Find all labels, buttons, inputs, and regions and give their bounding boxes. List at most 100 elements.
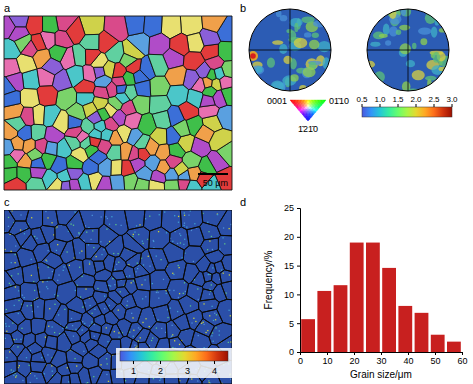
grain-boundary	[66, 210, 85, 239]
kam-speckle	[211, 284, 212, 285]
kam-speckle	[64, 309, 65, 310]
kam-speckle	[51, 222, 52, 223]
kam-speckle	[103, 249, 104, 250]
tick-mark	[408, 352, 409, 355]
tick-mark	[354, 352, 355, 355]
ipf-key-cell	[319, 105, 322, 107]
kam-speckle	[140, 337, 141, 338]
ipf-key-cell	[304, 102, 307, 104]
grain	[67, 168, 83, 179]
kam-speckle	[118, 310, 119, 311]
tick-mark	[327, 352, 328, 355]
kam-speckle	[182, 257, 183, 258]
kam-speckle	[105, 216, 106, 217]
kam-speckle	[179, 233, 180, 234]
grain-boundary	[26, 371, 46, 384]
kam-speckle	[212, 249, 213, 250]
kam-speckle	[160, 378, 161, 379]
grain-boundary	[44, 299, 62, 321]
grain-boundary	[35, 332, 47, 348]
grain-boundary	[209, 322, 232, 344]
kam-speckle	[17, 346, 18, 347]
kam-speckle	[108, 381, 109, 382]
grain-boundary	[167, 279, 189, 300]
color-bar-tick-label: 0.5	[356, 95, 368, 104]
grain-boundary	[205, 250, 225, 264]
kam-speckle	[76, 285, 77, 286]
grain-boundary	[76, 287, 94, 300]
ipf-key-cell	[305, 100, 308, 102]
kam-speckle	[208, 380, 209, 381]
kam-speckle	[185, 291, 186, 292]
kam-speckle	[132, 317, 133, 318]
kam-speckle	[157, 292, 158, 293]
tick-mark	[297, 237, 300, 238]
intensity-blob	[272, 40, 283, 44]
grain-boundary	[126, 227, 149, 250]
grain	[166, 126, 180, 145]
grain-boundary	[134, 328, 150, 343]
color-bar-tick	[187, 361, 188, 364]
grain	[83, 102, 98, 118]
grain-boundary	[37, 280, 58, 300]
grain-boundary	[27, 342, 43, 355]
grain	[35, 138, 47, 154]
ipf-key-cell	[311, 100, 314, 102]
kam-speckle	[131, 313, 132, 314]
kam-speckle	[158, 297, 159, 298]
ipf-key-cell	[314, 111, 317, 113]
ipf-key-cell	[302, 100, 305, 102]
kam-speckle	[184, 222, 185, 223]
kam-speckle	[8, 326, 9, 327]
kam-speckle	[209, 315, 210, 316]
ipf-key-cell	[295, 102, 298, 104]
ipf-key-cell	[293, 100, 296, 102]
kam-speckle	[229, 274, 230, 275]
kam-speckle	[31, 305, 32, 306]
kam-speckle	[183, 293, 184, 294]
kam-speckle	[142, 241, 143, 242]
ipf-key-cell	[295, 105, 298, 107]
kam-speckle	[82, 321, 83, 322]
kam-speckle	[85, 288, 86, 289]
grain-boundary	[76, 324, 89, 336]
kam-speckle	[179, 344, 180, 345]
intensity-blob	[304, 32, 311, 37]
color-bar-tick-label: 4	[212, 366, 217, 376]
kam-speckle	[215, 319, 216, 320]
grain	[116, 85, 126, 94]
bar	[301, 319, 315, 352]
kam-speckle	[165, 332, 166, 333]
tick-mark	[297, 294, 300, 295]
kam-speckle	[6, 331, 7, 332]
color-bar-tick	[133, 361, 134, 364]
kam-speckle	[11, 369, 12, 370]
ipf-key-cell	[319, 102, 322, 104]
kam-speckle	[82, 307, 83, 308]
kam-speckle	[79, 233, 80, 234]
kam-speckle	[26, 357, 27, 358]
kam-speckle	[228, 310, 229, 311]
kam-speckle	[209, 294, 210, 295]
grain	[85, 49, 101, 65]
grain	[165, 168, 178, 180]
kam-speckle	[48, 277, 49, 278]
grain	[164, 180, 179, 190]
kam-speckle	[30, 350, 31, 351]
kam-speckle	[205, 332, 206, 333]
kam-speckle	[125, 380, 126, 381]
kam-speckle	[74, 358, 75, 359]
kam-speckle	[16, 339, 17, 340]
kam-speckle	[94, 336, 95, 337]
intensity-blob	[396, 29, 401, 34]
kam-speckle	[29, 365, 30, 366]
kam-speckle	[30, 382, 31, 383]
bar	[350, 243, 364, 352]
pole-figure-axis	[408, 9, 409, 91]
grain-boundary	[4, 361, 17, 378]
kam-speckle	[164, 211, 165, 212]
kam-speckle	[49, 308, 50, 309]
kam-speckle	[144, 279, 145, 280]
grain-boundary	[195, 255, 210, 272]
grain	[4, 177, 26, 190]
